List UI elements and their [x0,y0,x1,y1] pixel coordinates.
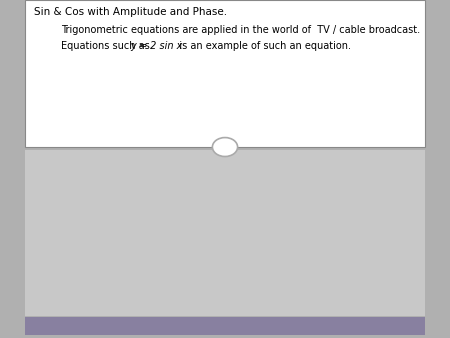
Bar [25,150,425,316]
Text: Trigonometric equations are applied in the world of  TV / cable broadcast.: Trigonometric equations are applied in t… [61,25,420,35]
Text: y = 2 sin x: y = 2 sin x [130,41,183,51]
Circle shape [212,138,238,156]
Bar [25,0,425,147]
Bar [25,317,425,335]
Text: Equations such as: Equations such as [61,41,159,51]
Text: Sin & Cos with Amplitude and Phase.: Sin & Cos with Amplitude and Phase. [34,7,227,18]
Text: is an example of such an equation.: is an example of such an equation. [170,41,351,51]
